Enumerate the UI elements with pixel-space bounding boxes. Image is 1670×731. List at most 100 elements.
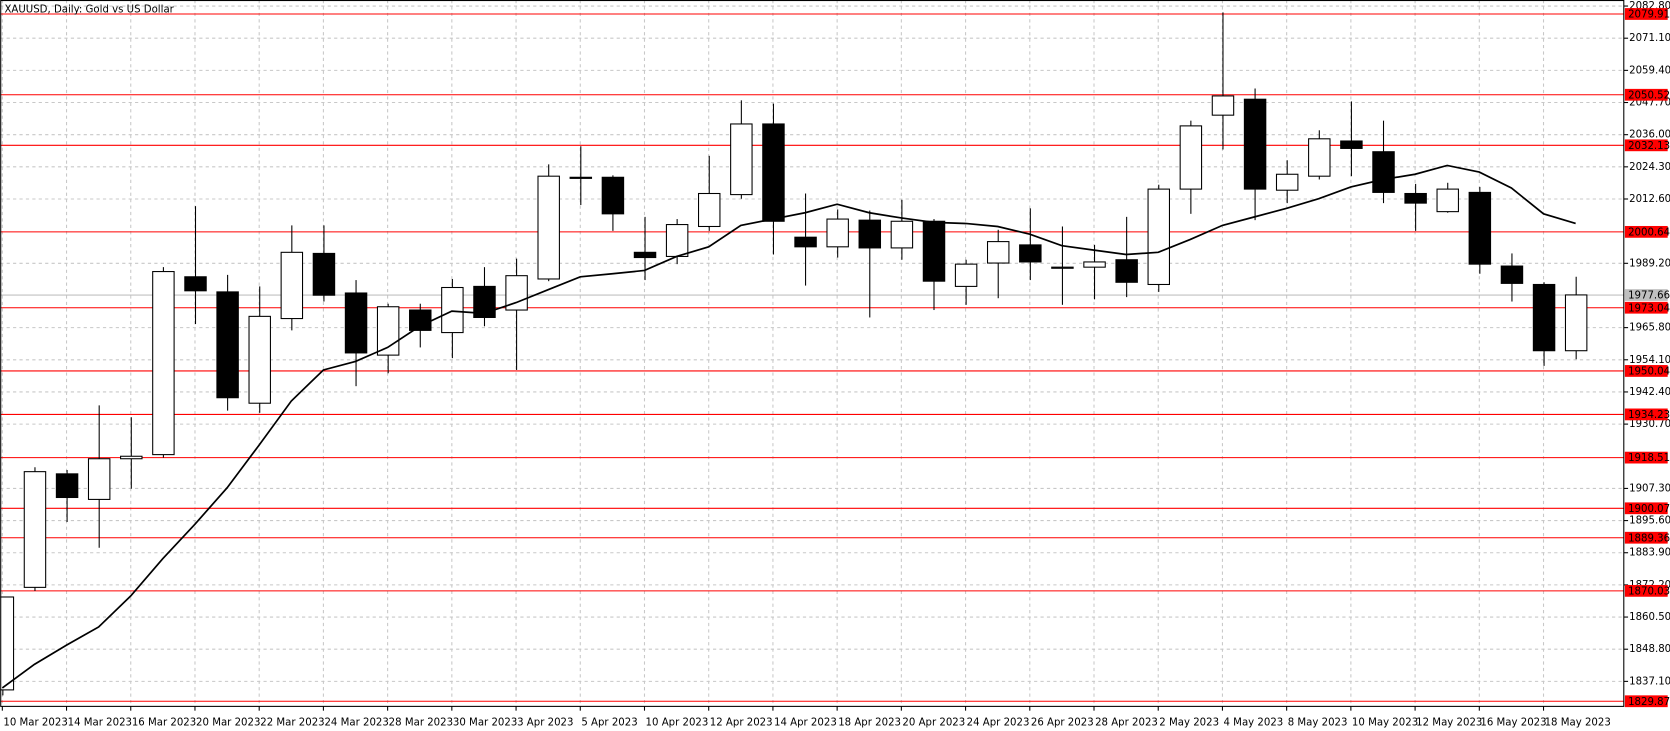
candle-body [120,455,143,460]
price-label: 1870.03 [1628,586,1670,597]
plot-frame [0,0,1625,707]
x-tick-label: 5 Apr 2023 [581,717,637,728]
price-label-box [1624,584,1668,597]
candle-body [473,285,496,318]
price-label-box [1624,365,1668,377]
candle-body [1564,294,1588,352]
y-tick-label: 2071.10 [1629,33,1670,44]
price-label-box [1624,301,1668,314]
x-tick-label: 2 May 2023 [1159,717,1219,728]
y-tick-label: 1965.80 [1629,323,1670,334]
price-label-box [1624,88,1668,101]
candle-body [87,458,111,500]
y-tick-label: 1907.30 [1629,483,1670,494]
y-tick-label: 1860.50 [1629,612,1670,623]
price-label: 1889.36 [1628,533,1670,544]
candle-body [858,219,882,249]
y-tick-label: 1930.70 [1629,419,1670,430]
price-label: 1950.04 [1628,366,1670,377]
candle-body [537,175,560,280]
price-label: 1977.66 [1628,291,1670,302]
candle-body [601,176,625,215]
x-tick-label: 30 Mar 2023 [453,717,517,728]
candle-body [794,236,817,248]
x-tick-label: 10 May 2023 [1352,717,1418,728]
plot-area [0,12,1624,702]
x-tick-label: 16 May 2023 [1480,717,1546,728]
x-tick-label: 20 Mar 2023 [196,717,260,728]
price-label: 2079.91 [1628,10,1670,21]
candle-body [698,192,721,228]
candle-body [1468,191,1492,265]
candle-body [0,596,15,691]
y-tick-label: 1883.90 [1629,548,1670,559]
y-tick-label: 1954.10 [1629,355,1670,366]
x-tick-label: 12 Apr 2023 [710,717,773,728]
y-tick-label: 1942.40 [1629,387,1670,398]
x-tick-label: 26 Apr 2023 [1031,717,1094,728]
candle-body [1340,140,1363,149]
price-label-box [1624,451,1668,464]
y-tick-label: 2082.80 [1629,1,1670,12]
x-tick-label: 20 Apr 2023 [902,717,965,728]
y-tick-label: 1837.10 [1629,676,1670,687]
y-tick-label: 1989.20 [1629,258,1670,269]
candle-body [1211,95,1235,116]
candle-body [986,241,1010,264]
candle-body [1051,266,1074,269]
candle-body [922,220,946,282]
candle-body [344,292,368,354]
y-tick-label: 2047.70 [1629,98,1670,109]
x-tick-label: 18 Apr 2023 [838,717,901,728]
price-label: 1829.87 [1628,697,1670,708]
y-tick-label: 2059.40 [1629,65,1670,76]
x-tick-label: 10 Apr 2023 [646,717,709,728]
candle-body [280,251,304,320]
moving-average-line [1,164,1576,689]
x-tick-label: 28 Apr 2023 [1095,717,1158,728]
candle-body [1500,265,1524,284]
candle-body [826,218,849,248]
candle-body [1404,192,1427,204]
candle-body [55,473,79,499]
candle-body [1179,125,1203,190]
y-tick-label: 2012.60 [1629,194,1670,205]
x-tick-label: 8 May 2023 [1288,717,1348,728]
candle-body [633,251,657,259]
candle-body [409,309,432,331]
price-label-box [1624,139,1668,152]
candle-body [1308,138,1331,177]
x-tick-label: 10 Mar 2023 [3,717,67,728]
price-label: 2000.64 [1628,227,1670,238]
x-tick-label: 24 Mar 2023 [324,717,388,728]
price-label-box [1624,695,1668,708]
price-label: 1973.04 [1628,303,1670,314]
candle-body [1147,188,1170,286]
y-tick-label: 1895.60 [1629,516,1670,527]
candle-body [954,263,978,287]
candle-body [569,176,593,179]
price-label: 1934.23 [1628,410,1670,421]
candle-body [505,275,528,311]
candle-body [1019,244,1042,263]
price-label-box [1624,225,1668,238]
price-label: 2032.13 [1628,141,1670,152]
candle-body [441,286,464,334]
candle-body [1372,151,1395,193]
candle-body [1243,98,1267,190]
candle-body [1275,173,1299,191]
y-tick-label: 2036.00 [1629,130,1670,141]
price-label: 1900.07 [1628,504,1670,515]
chart-title: XAUUSD, Daily: Gold vs US Dollar [4,5,174,16]
candle-body [248,315,271,404]
candle-body [665,224,689,257]
candle-body [184,276,207,292]
x-tick-label: 28 Mar 2023 [389,717,453,728]
x-tick-label: 14 Apr 2023 [774,717,837,728]
price-label-box [1624,531,1668,544]
price-label: 2050.52 [1628,90,1670,101]
y-tick-label: 2024.30 [1629,162,1670,173]
candle-body [1532,283,1556,352]
candle-body [890,220,914,249]
